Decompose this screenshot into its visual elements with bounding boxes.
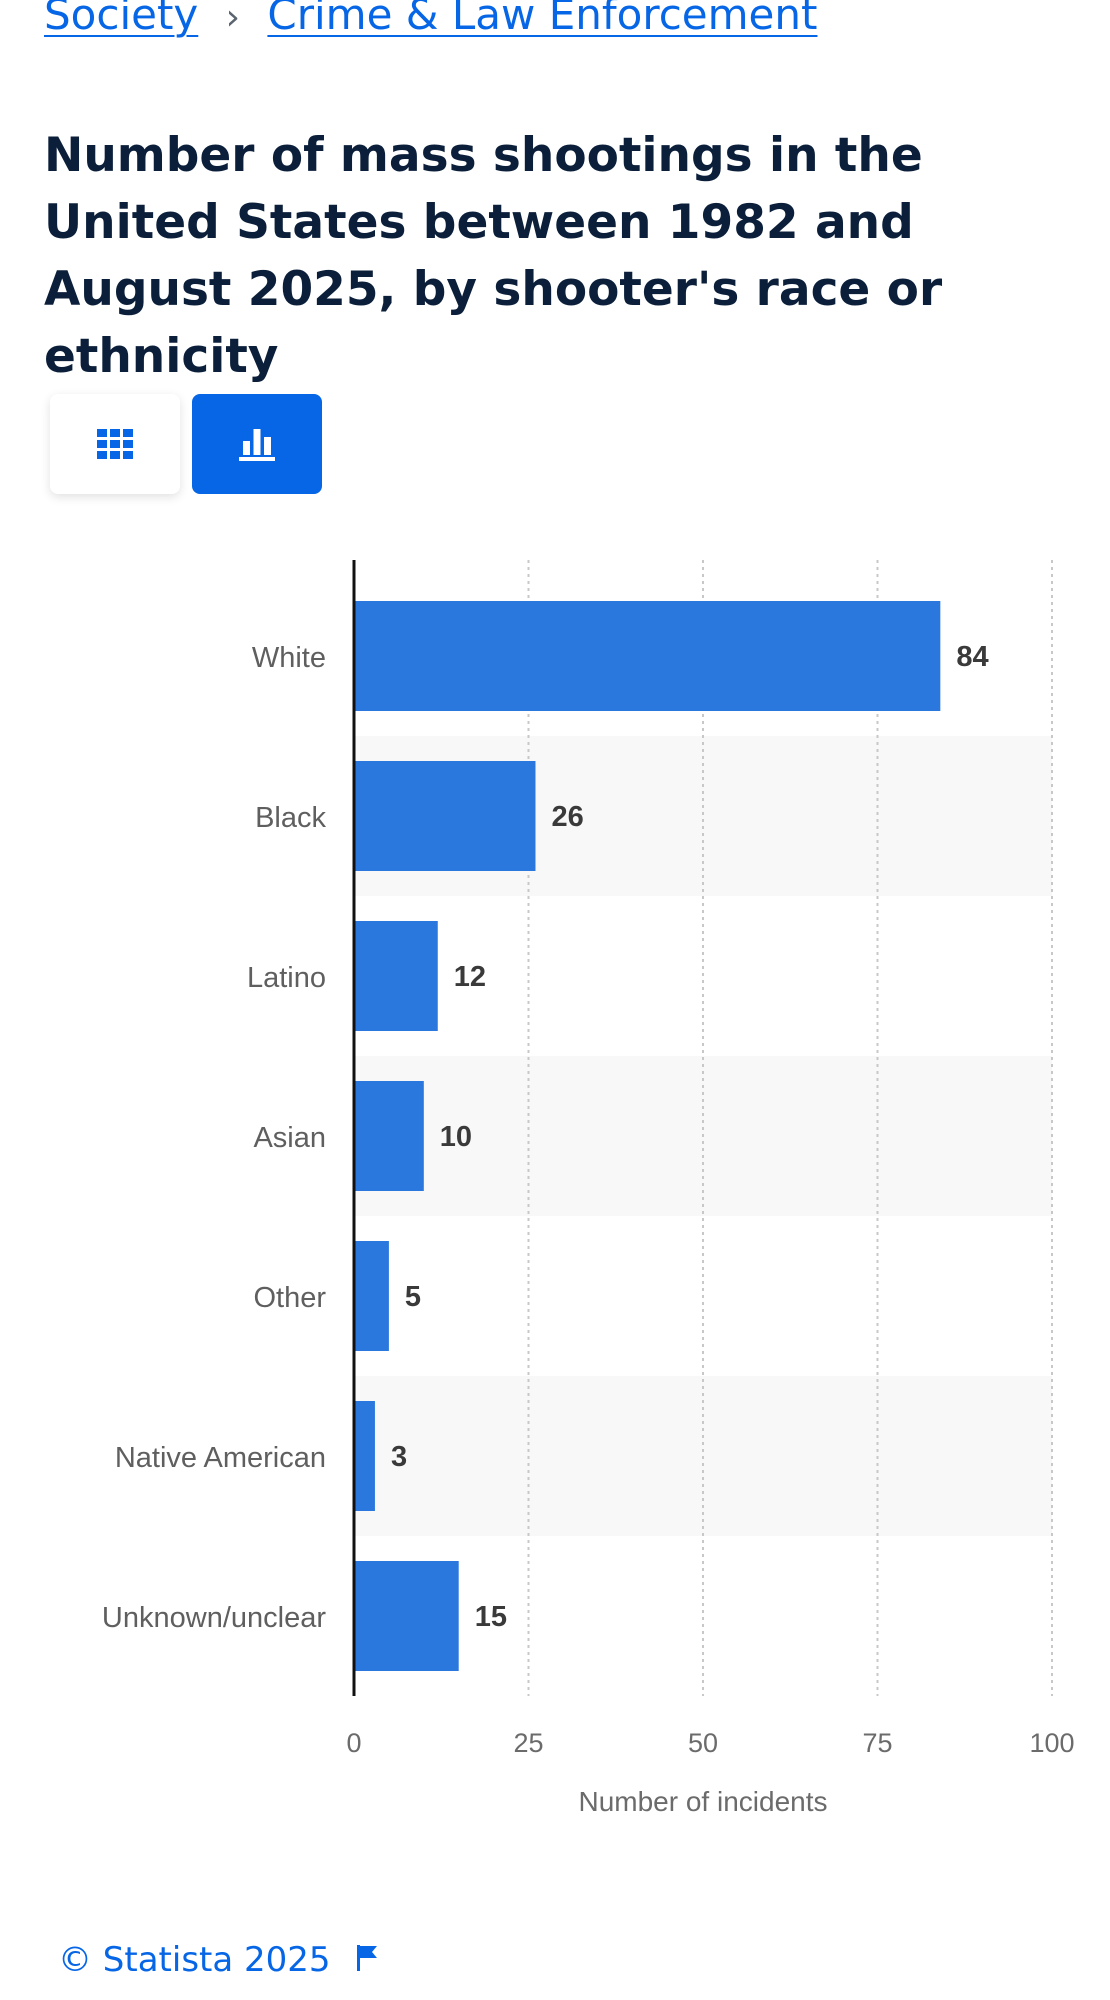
bar-other[interactable]	[354, 1241, 389, 1351]
breadcrumb: Society › Crime & Law Enforcement	[44, 0, 817, 39]
category-label: White	[252, 642, 326, 674]
x-tick-label: 0	[346, 1728, 361, 1758]
x-tick-label: 75	[862, 1728, 892, 1758]
data-label: 15	[475, 1601, 507, 1633]
footer: © Statista 2025	[58, 1940, 379, 1980]
bar-unknown-unclear[interactable]	[354, 1561, 459, 1671]
bar-asian[interactable]	[354, 1081, 424, 1191]
data-label: 10	[440, 1121, 472, 1153]
bar-chart-icon	[239, 429, 275, 461]
data-label: 26	[551, 801, 583, 833]
x-tick-label: 100	[1029, 1728, 1074, 1758]
category-label: Black	[255, 802, 326, 834]
breadcrumb-separator: ›	[225, 0, 241, 38]
bar-native-american[interactable]	[354, 1401, 375, 1511]
bar-latino[interactable]	[354, 921, 438, 1031]
bar-chart: White Black Latino Asian Other Native America…	[102, 560, 1075, 1817]
x-axis-label: Number of incidents	[578, 1786, 827, 1817]
page-title: Number of mass shootings in the United S…	[44, 128, 943, 384]
x-tick-label: 25	[513, 1728, 543, 1758]
data-label: 3	[391, 1441, 407, 1473]
data-label: 5	[405, 1281, 421, 1313]
category-label: Other	[253, 1282, 326, 1314]
flag-icon[interactable]	[355, 1940, 379, 1980]
bar-white[interactable]	[354, 601, 941, 711]
table-view-button[interactable]	[50, 394, 180, 494]
copyright-text[interactable]: © Statista 2025	[58, 1940, 331, 1980]
data-label: 84	[956, 641, 988, 673]
category-label: Unknown/unclear	[102, 1602, 326, 1634]
category-label: Latino	[247, 962, 326, 994]
breadcrumb-link-society[interactable]: Society	[44, 0, 199, 39]
category-label: Native American	[115, 1442, 326, 1474]
category-label: Asian	[253, 1122, 326, 1154]
breadcrumb-link-crime-law[interactable]: Crime & Law Enforcement	[267, 0, 818, 39]
chart-view-button[interactable]	[192, 394, 322, 494]
bar-black[interactable]	[354, 761, 536, 871]
x-tick-label: 50	[688, 1728, 718, 1758]
data-label: 12	[454, 961, 486, 993]
table-grid-icon	[97, 429, 133, 459]
